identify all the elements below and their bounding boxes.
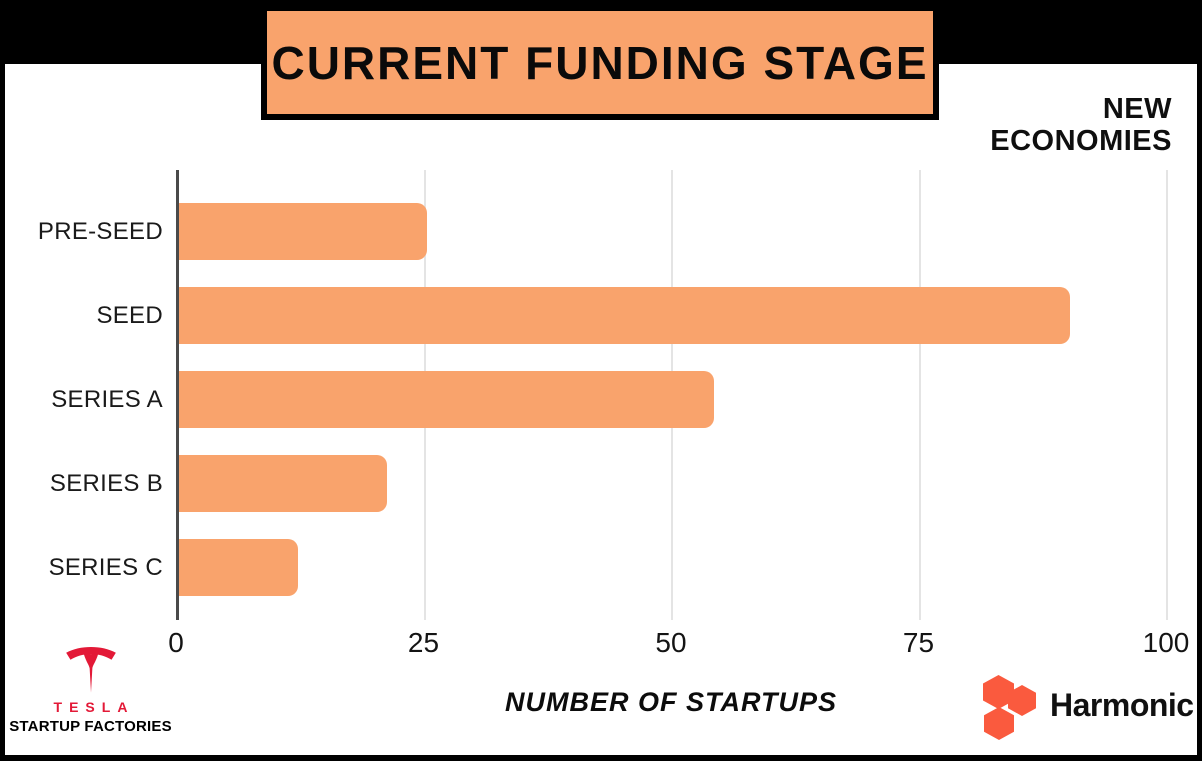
page-title: CURRENT FUNDING STAGE (271, 36, 929, 89)
bar-pre-seed (179, 203, 427, 260)
frame-border-bottom (0, 755, 1202, 761)
x-tick-label-0: 0 (168, 627, 184, 658)
x-tick-label-100: 100 (1142, 627, 1190, 658)
x-tick-label-75: 75 (902, 627, 935, 658)
category-label-pre-seed: PRE-SEED (37, 217, 163, 245)
x-tick-label-25: 25 (407, 627, 440, 658)
plot-area (176, 170, 1168, 620)
tesla-wordmark: TESLA (53, 699, 135, 715)
y-axis-line (176, 170, 179, 620)
x-tick-label-50: 50 (655, 627, 687, 658)
tesla-t-icon (65, 647, 116, 693)
category-label-series-b: SERIES B (49, 469, 163, 497)
bar-series-b (179, 455, 387, 512)
category-label-series-c: SERIES C (48, 553, 163, 581)
harmonic-wordmark: Harmonic (1050, 686, 1194, 723)
bar-series-a (179, 371, 714, 428)
harmonic-logo-block: Harmonic (983, 672, 1194, 740)
tesla-logo-block: TESLA STARTUP FACTORIES (8, 642, 173, 735)
new-economies-line1: NEW (1102, 93, 1172, 125)
new-economies-line2: ECONOMIES (990, 124, 1172, 157)
frame-border-right (1197, 0, 1202, 761)
category-label-seed: SEED (96, 301, 163, 329)
gridline-75 (918, 170, 921, 620)
bar-series-c (179, 539, 298, 596)
frame-border-left (0, 0, 5, 761)
gridline-100 (1166, 170, 1168, 620)
tesla-subtitle: STARTUP FACTORIES (9, 718, 172, 735)
category-label-series-a: SERIES A (51, 385, 163, 413)
new-economies-logo: NEW ECONOMIES (990, 93, 1172, 158)
x-axis-title: NUMBER OF STARTUPS (504, 687, 837, 717)
harmonic-hexagon-bottom-left (984, 707, 1014, 740)
bar-seed (179, 287, 1070, 344)
title-banner: CURRENT FUNDING STAGE (261, 5, 939, 120)
harmonic-hexagons-icon (983, 672, 1038, 740)
